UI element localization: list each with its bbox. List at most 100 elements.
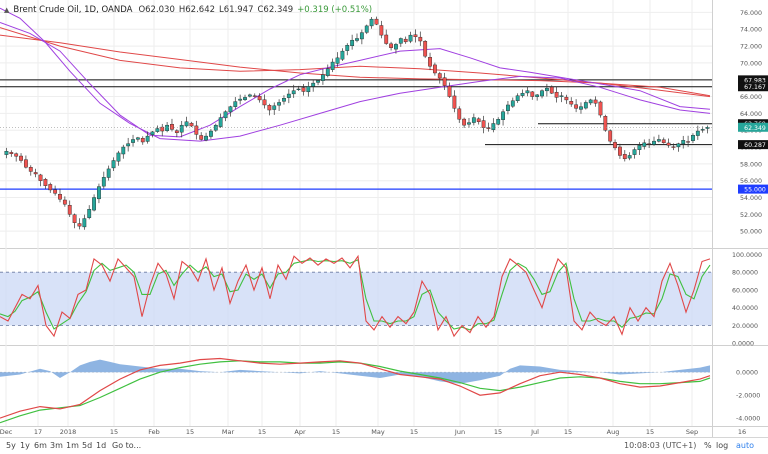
last-price-tag [738, 122, 768, 132]
candle-body [632, 149, 637, 155]
candle-body [160, 126, 165, 132]
x-tick-label: May [371, 428, 385, 436]
candle-body [574, 104, 579, 109]
macd-histogram-area [0, 359, 710, 384]
candle-body [501, 111, 505, 120]
candle-body [603, 116, 608, 131]
candle-body [330, 61, 335, 70]
candle-body [379, 25, 384, 36]
candle-body [394, 44, 398, 50]
stochastic-k-line [0, 254, 711, 338]
log-scale-toggle[interactable]: log [716, 441, 729, 450]
timeframe-1m[interactable]: 1m [66, 441, 79, 450]
candle-body [671, 146, 676, 148]
candle-body [608, 130, 613, 142]
candle-body [686, 141, 690, 143]
candle-body [540, 90, 544, 97]
candle-body [155, 128, 160, 132]
candle-body [72, 214, 77, 223]
candle-body [116, 152, 121, 162]
high-value: H62.642 [178, 5, 216, 15]
candle-body [243, 97, 247, 100]
candle-body [121, 146, 126, 155]
candle-body [408, 34, 413, 42]
candle-body [286, 93, 291, 98]
candle-body [428, 57, 432, 67]
candle-body [471, 117, 476, 123]
level-label: 67.983 [744, 77, 766, 84]
candle-body [618, 146, 622, 156]
candle-body [165, 124, 170, 131]
x-tick-label: 15 [110, 428, 118, 436]
candle-body [515, 95, 520, 102]
stochastic-tick-label: 40.0000 [732, 305, 758, 312]
candle-body [583, 102, 588, 109]
candle-body [355, 38, 359, 41]
y-tick-label: 74.000 [740, 27, 762, 34]
candle-body [28, 167, 33, 172]
candle-body [569, 101, 574, 105]
candle-body [359, 32, 364, 40]
candle-body [642, 142, 647, 147]
candle-body [695, 130, 700, 136]
candle-body [481, 120, 486, 128]
candle-body [272, 105, 277, 110]
x-tick-label: 15 [186, 428, 194, 436]
macd-tick-label: -2.0000 [736, 393, 760, 400]
candle-body [213, 124, 218, 131]
candle-body [43, 179, 48, 186]
timeframe-5y[interactable]: 5y [6, 441, 16, 450]
level-tag [738, 82, 768, 92]
candle-body [530, 91, 535, 97]
candle-body [179, 124, 184, 133]
candle-body [564, 96, 569, 101]
timeframe-1y[interactable]: 1y [20, 441, 30, 450]
close-value: C62.349 [257, 5, 294, 15]
collapse-arrow-icon[interactable]: ▲ [4, 6, 10, 14]
candle-body [38, 174, 43, 181]
candle-body [238, 98, 243, 101]
candle-body [252, 95, 257, 97]
candle-body [97, 186, 101, 200]
timeframe-1d[interactable]: 1d [96, 441, 107, 450]
candle-body [82, 218, 87, 228]
percent-scale-toggle[interactable]: % [704, 441, 712, 450]
candle-body [661, 139, 666, 144]
candle-body [67, 205, 72, 215]
last-price-label: 62.349 [744, 125, 766, 132]
candle-body [150, 131, 155, 135]
timeframe-3m[interactable]: 3m [50, 441, 63, 450]
candle-body [525, 90, 530, 94]
candle-body [9, 152, 14, 154]
candle-body [209, 130, 213, 137]
goto-button[interactable]: Go to... [112, 441, 142, 450]
candle-body [340, 50, 345, 60]
candle-body [316, 80, 320, 83]
x-tick-label: 15 [564, 428, 572, 436]
candle-body [135, 137, 140, 140]
x-tick-label: Dec [0, 428, 13, 436]
x-tick-label: Feb [148, 428, 160, 436]
symbol-title[interactable]: Brent Crude Oil, 1D, OANDA [13, 5, 133, 15]
candle-body [62, 199, 67, 205]
timeframe-5d[interactable]: 5d [82, 441, 93, 450]
auto-scale-toggle[interactable]: auto [736, 441, 755, 450]
x-tick-label: 17 [34, 428, 42, 436]
x-tick-label: Apr [294, 428, 306, 436]
stochastic-tick-label: 0.0000 [732, 341, 754, 348]
x-tick-label: 16 [738, 428, 746, 436]
candle-body [506, 104, 510, 111]
timeframe-6m[interactable]: 6m [34, 441, 47, 450]
candle-body [486, 127, 491, 129]
x-tick-label: 15 [332, 428, 340, 436]
y-tick-label: 56.000 [740, 178, 762, 185]
candle-body [447, 86, 452, 97]
candle-body [257, 96, 262, 101]
candle-body [676, 143, 681, 148]
candle-body [442, 77, 447, 86]
candle-body [462, 118, 467, 126]
x-tick-label: 15 [494, 428, 502, 436]
candle-body [476, 118, 481, 122]
y-tick-label: 52.000 [740, 212, 762, 219]
